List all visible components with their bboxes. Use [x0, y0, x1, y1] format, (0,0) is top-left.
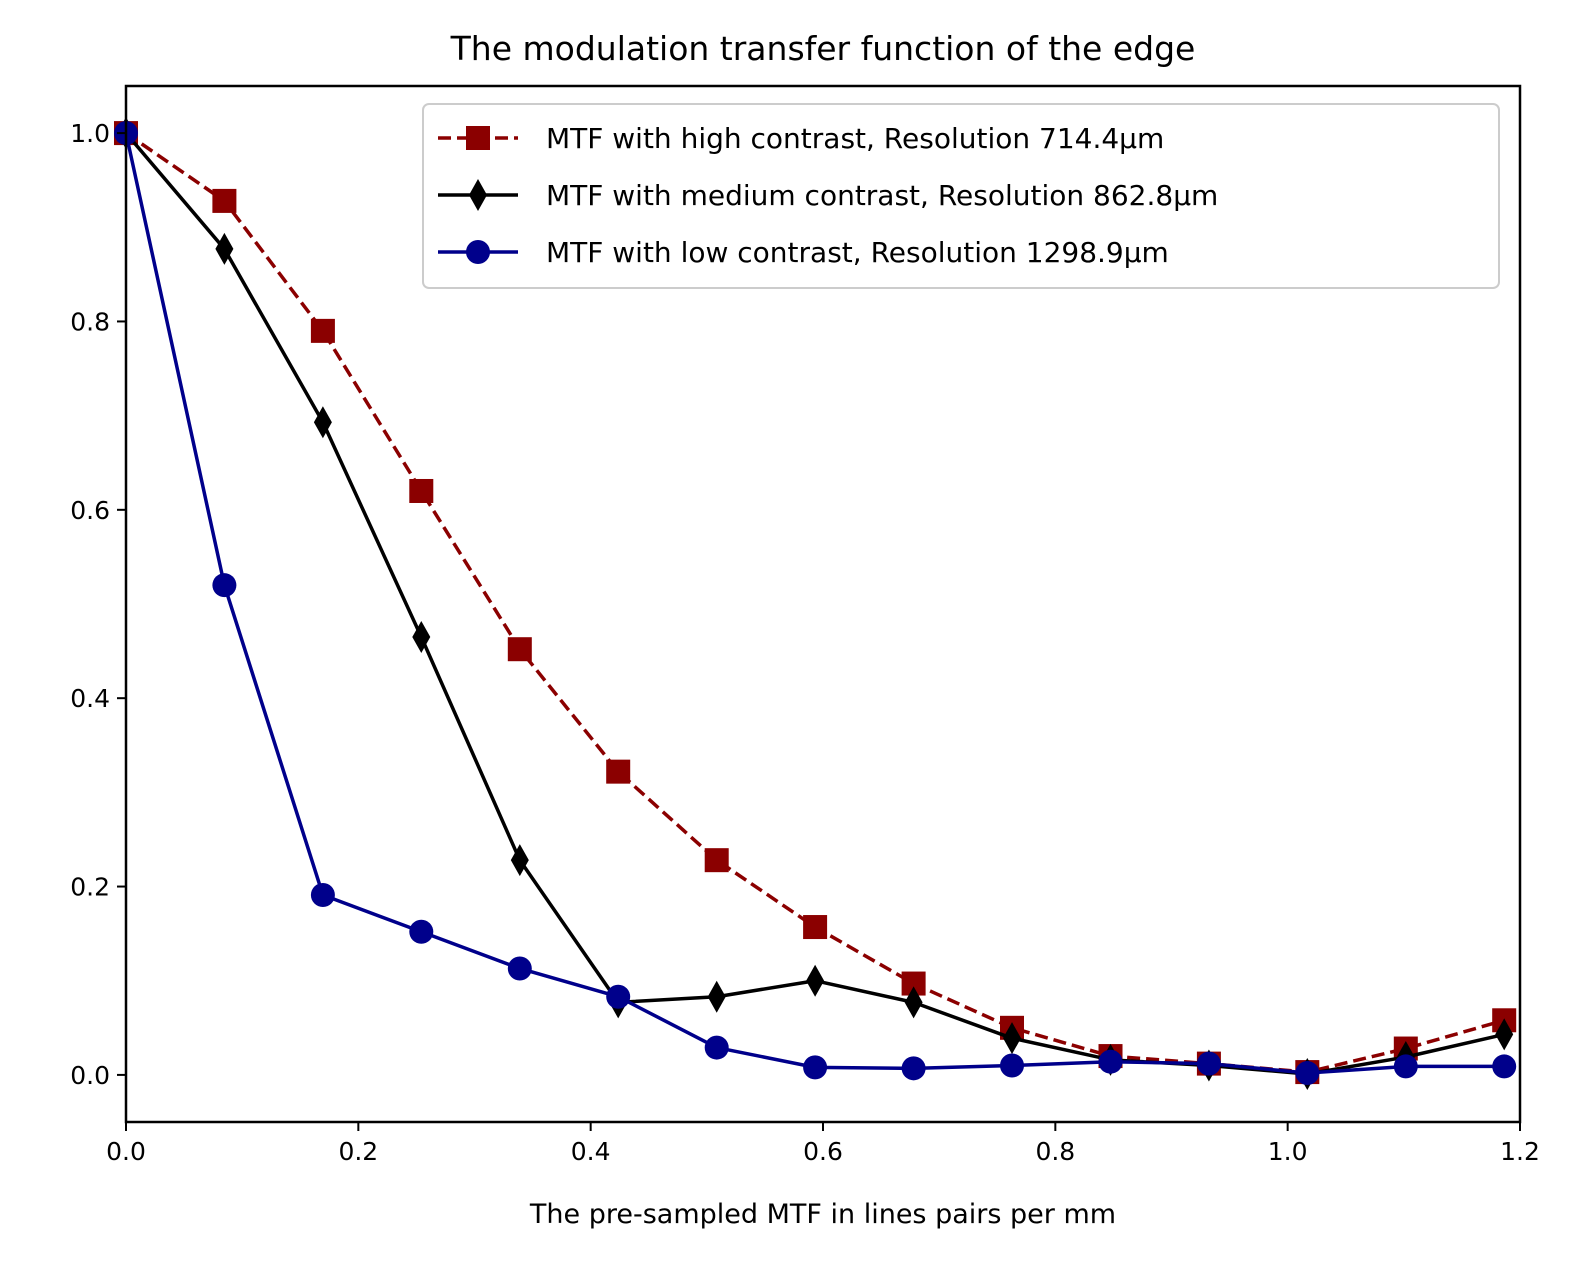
legend-item: MTF with medium contrast, Resolution 862…: [438, 179, 1218, 212]
data-point: [507, 956, 532, 981]
data-point: [310, 318, 335, 343]
data-point: [1196, 1051, 1221, 1076]
x-tick-label: 0.2: [338, 1137, 378, 1166]
data-point: [1003, 1022, 1022, 1055]
data-point: [310, 883, 335, 908]
y-tick-label: 0.8: [70, 307, 110, 336]
data-point: [409, 919, 434, 944]
chart-title: The modulation transfer function of the …: [450, 29, 1196, 68]
data-point: [904, 986, 923, 1019]
y-tick-label: 0.2: [70, 873, 110, 902]
x-axis-label: The pre-sampled MTF in lines pairs per m…: [529, 1199, 1116, 1230]
x-tick-label: 1.2: [1500, 1137, 1540, 1166]
data-point: [803, 1055, 828, 1080]
y-axis: 0.0 0.2 0.4 0.6 0.8 1.0: [70, 119, 126, 1090]
legend-label: MTF with high contrast, Resolution 714.4…: [546, 122, 1164, 155]
legend-label: MTF with medium contrast, Resolution 862…: [546, 179, 1218, 212]
data-point: [212, 573, 237, 598]
y-tick-label: 0.0: [70, 1061, 110, 1090]
x-tick-label: 0.8: [1035, 1137, 1075, 1166]
x-tick-label: 0.4: [571, 1137, 611, 1166]
x-tick-label: 1.0: [1268, 1137, 1308, 1166]
legend-item: MTF with low contrast, Resolution 1298.9…: [438, 236, 1169, 269]
data-point: [412, 620, 431, 653]
legend-box: [422, 103, 1500, 289]
data-point: [707, 980, 726, 1013]
data-point: [806, 964, 825, 997]
legend: MTF with high contrast, Resolution 714.4…: [422, 103, 1500, 289]
legend-item: MTF with high contrast, Resolution 714.4…: [438, 122, 1164, 155]
data-point: [1098, 1049, 1123, 1074]
legend-marker: [466, 240, 490, 264]
x-tick-label: 0.0: [106, 1137, 146, 1166]
data-point: [212, 188, 237, 213]
data-point: [1000, 1053, 1025, 1078]
plot-area: [114, 117, 1517, 1090]
data-point: [510, 844, 529, 877]
data-point: [215, 232, 234, 265]
data-point: [606, 984, 631, 1009]
series-markers: [114, 121, 1517, 1086]
data-point: [409, 478, 434, 503]
data-point: [507, 637, 532, 662]
legend-label: MTF with low contrast, Resolution 1298.9…: [546, 236, 1169, 269]
x-tick-label: 0.6: [803, 1137, 843, 1166]
data-point: [803, 915, 828, 940]
x-axis: 0.0 0.2 0.4 0.6 0.8 1.0 1.2: [106, 1122, 1540, 1166]
data-point: [313, 406, 332, 439]
y-tick-label: 0.4: [70, 684, 110, 713]
legend-marker: [469, 179, 487, 211]
legend-marker: [466, 126, 490, 150]
data-point: [606, 759, 631, 784]
data-point: [704, 1035, 729, 1060]
data-point: [1393, 1054, 1418, 1079]
data-point: [1295, 1061, 1320, 1086]
y-tick-label: 1.0: [70, 119, 110, 148]
data-point: [901, 1056, 926, 1081]
data-point: [704, 848, 729, 873]
data-point: [1492, 1054, 1517, 1079]
data-point: [1495, 1018, 1514, 1051]
y-tick-label: 0.6: [70, 496, 110, 525]
